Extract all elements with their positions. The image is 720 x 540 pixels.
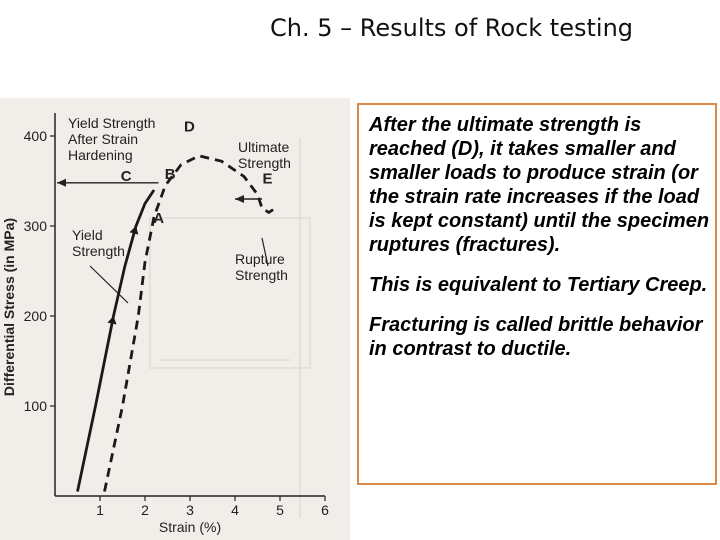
annotation-line: After Strain — [68, 131, 138, 147]
annotation-line: Strength — [235, 267, 288, 283]
point-label-e: E — [263, 171, 273, 188]
x-tick-label: 4 — [231, 502, 239, 518]
chart-marks — [76, 154, 277, 492]
x-tick-label: 5 — [276, 502, 284, 518]
dashed-curve — [103, 154, 277, 492]
explanation-box: After the ultimate strength is reached (… — [357, 103, 717, 485]
point-label-c: C — [121, 168, 132, 185]
annotation-line: Yield Strength — [68, 115, 155, 131]
stress-strain-chart: 100 200 300 400 1 2 3 4 5 6 Strain (%) Differential… — [1, 113, 329, 535]
annotation-yield-strength: Yield Strength — [72, 227, 125, 259]
point-label-a: A — [153, 210, 164, 227]
point-label-b: B — [165, 166, 176, 183]
y-axis-title: Differential Stress (in MPa) — [1, 218, 17, 396]
annotation-line: Rupture — [235, 251, 285, 267]
solid-curve — [76, 189, 156, 492]
annotation-rupture-strength: Rupture Strength — [235, 251, 288, 283]
y-tick-label: 400 — [24, 128, 48, 144]
point-label-d: D — [184, 119, 195, 136]
stress-strain-figure: 100 200 300 400 1 2 3 4 5 6 Strain (%) Differential… — [0, 98, 350, 540]
loading-arrow — [107, 316, 117, 325]
rupture-reference-arrow-head — [235, 195, 244, 203]
x-tick-label: 3 — [186, 502, 194, 518]
x-tick-label: 1 — [96, 502, 104, 518]
annotation-line: Yield — [72, 227, 103, 243]
scan-texture — [149, 138, 311, 518]
y-tick-label: 100 — [24, 398, 48, 414]
annotation-line: Strength — [238, 155, 291, 171]
x-tick-label: 2 — [141, 502, 149, 518]
x-tick-label: 6 — [321, 502, 329, 518]
explanation-paragraph-2: This is equivalent to Tertiary Creep. — [369, 274, 708, 296]
yield-reference-arrow-head — [57, 178, 66, 187]
rupture-leader — [261, 237, 269, 267]
explanation-paragraph-3: Fracturing is called brittle behavior in… — [369, 314, 703, 360]
slide-title: Ch. 5 – Results of Rock testing — [270, 14, 634, 42]
y-tick-label: 200 — [24, 308, 48, 324]
annotation-line: Strength — [72, 243, 125, 259]
annotation-line: Ultimate — [238, 139, 290, 155]
yield-leader — [89, 265, 129, 304]
annotation-yield-strength-after-hardening: Yield Strength After Strain Hardening — [68, 115, 155, 163]
annotation-line: Hardening — [68, 147, 133, 163]
annotation-ultimate-strength: Ultimate Strength — [238, 139, 291, 171]
explanation-paragraph-1: After the ultimate strength is reached (… — [369, 114, 710, 256]
loading-arrow — [129, 226, 139, 235]
x-axis-title: Strain (%) — [159, 519, 221, 535]
axes: 100 200 300 400 1 2 3 4 5 6 Strain (%) Differential… — [1, 113, 329, 535]
y-tick-label: 300 — [24, 218, 48, 234]
